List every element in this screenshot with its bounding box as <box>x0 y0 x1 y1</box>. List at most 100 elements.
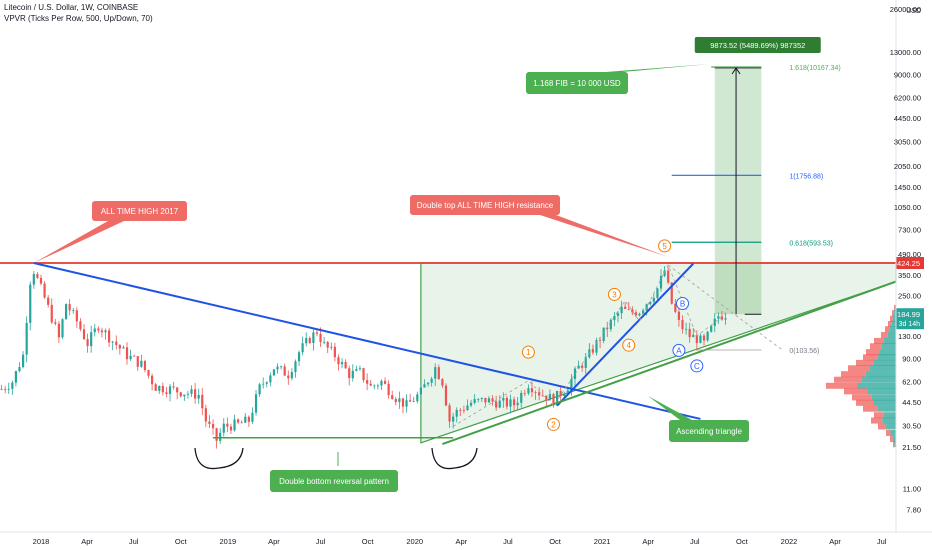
candle-body <box>624 306 627 309</box>
candle-body <box>366 380 369 384</box>
candle-body <box>125 347 129 360</box>
candle-body <box>358 368 362 369</box>
candle <box>573 366 577 386</box>
candle-body <box>523 392 526 394</box>
candle-body <box>448 405 451 422</box>
candle-body <box>552 394 555 406</box>
candle <box>118 344 121 355</box>
target-projection-box <box>714 68 762 315</box>
candle-body <box>237 419 240 423</box>
ath-callout: ALL TIME HIGH 2017 <box>101 207 179 216</box>
candle <box>373 384 376 390</box>
candle <box>272 369 276 376</box>
candle-body <box>136 356 139 367</box>
candle <box>4 385 7 394</box>
candle <box>595 337 598 356</box>
candle-body <box>681 319 684 330</box>
wave-label-circle <box>546 417 560 431</box>
x-tick-label: Jul <box>316 537 326 546</box>
wave-label-circle <box>607 287 621 301</box>
volume-profile-row-down <box>892 310 894 317</box>
double-top-callout: Double top ALL TIME HIGH resistance <box>417 201 554 210</box>
candle <box>107 327 111 347</box>
candle-body <box>219 432 222 441</box>
candle <box>194 382 197 404</box>
candle-body <box>18 367 21 372</box>
candle <box>86 333 89 353</box>
candle <box>652 293 655 305</box>
candle <box>283 363 286 376</box>
candle <box>226 417 229 433</box>
candle-body <box>376 385 379 387</box>
volume-profile-row-down <box>874 337 884 344</box>
volume-profile-row-down <box>885 326 890 333</box>
candle <box>480 397 483 402</box>
candle <box>695 330 698 351</box>
ascending-trendline <box>556 262 694 407</box>
candle-body <box>409 400 412 402</box>
fib-note-callout-box <box>526 72 628 94</box>
bar-countdown: 3d 14h <box>899 321 921 328</box>
candle <box>659 269 663 292</box>
candle-body <box>667 270 670 283</box>
fib-note-callout-pointer <box>606 64 710 72</box>
candle <box>244 413 247 424</box>
candle <box>423 379 426 388</box>
candle <box>25 316 28 363</box>
candle-body <box>695 334 698 343</box>
candle <box>100 327 104 338</box>
candle <box>136 356 139 371</box>
candle <box>391 390 394 400</box>
candle-body <box>419 387 422 395</box>
candle <box>602 327 605 344</box>
candle <box>710 324 713 333</box>
candle-body <box>570 378 573 391</box>
candle-body <box>97 328 100 331</box>
candle-body <box>620 306 623 314</box>
symbol-title[interactable]: Litecoin / U.S. Dollar, 1W, COINBASE <box>4 3 139 12</box>
candle-body <box>412 401 415 403</box>
candle-body <box>100 330 104 333</box>
candle <box>505 395 509 410</box>
double-bottom-callout: Double bottom reversal pattern <box>279 477 389 486</box>
candle <box>129 349 132 361</box>
candle-body <box>638 313 641 316</box>
candle-body <box>61 319 64 338</box>
candle <box>115 335 118 350</box>
candle <box>330 342 333 351</box>
volume-profile-row-down <box>878 423 887 430</box>
candle-body <box>502 398 505 401</box>
candle-body <box>168 386 172 394</box>
candle <box>452 412 455 429</box>
double-bottom-arc <box>431 447 478 470</box>
volume-profile-row-up <box>867 388 896 395</box>
wave-label: 5 <box>662 242 667 251</box>
candle <box>523 389 526 397</box>
wave-label-circle <box>672 343 686 357</box>
last-price-tag-box <box>896 308 924 330</box>
volume-profile-row-down <box>870 343 882 350</box>
candle <box>97 326 100 334</box>
candle <box>61 318 64 339</box>
candle-body <box>190 389 193 394</box>
x-tick-label: Apr <box>268 537 280 546</box>
indicator-legend[interactable]: VPVR (Ticks Per Row, 500, Up/Down, 70) <box>4 14 153 23</box>
x-tick-label: Apr <box>642 537 654 546</box>
candle <box>412 396 415 403</box>
candle <box>47 295 50 308</box>
volume-profile-row-up <box>861 376 896 383</box>
volume-profile-row-down <box>856 359 874 366</box>
candle-body <box>487 398 491 403</box>
ath-price-tag: 424.25 <box>897 259 920 268</box>
fib-level-label: 1.618(10167.34) <box>789 65 840 72</box>
candle-body <box>143 360 147 371</box>
candle-body <box>280 366 283 368</box>
candle-body <box>229 426 233 431</box>
candle-body <box>674 303 677 312</box>
candle-body <box>233 419 236 431</box>
candle <box>598 337 602 349</box>
wave-label: 1 <box>526 348 531 357</box>
candle-body <box>459 409 462 411</box>
candle <box>466 399 469 411</box>
